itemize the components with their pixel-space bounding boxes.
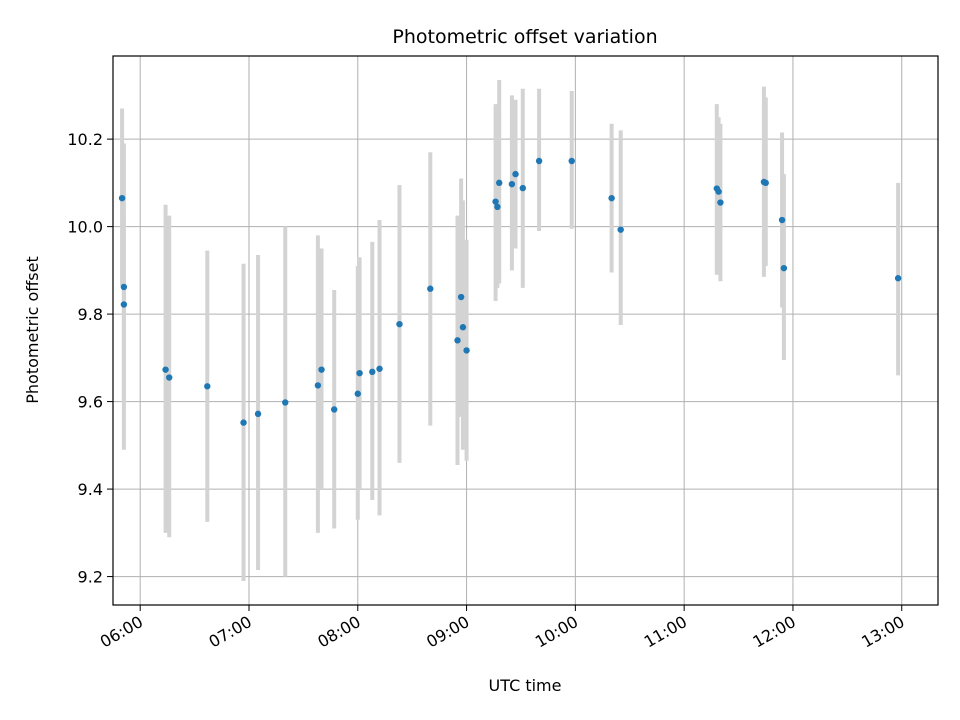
data-point bbox=[494, 203, 501, 211]
plot-frame bbox=[112, 55, 939, 606]
data-point bbox=[617, 226, 624, 233]
data-point bbox=[496, 179, 503, 187]
data-point bbox=[254, 410, 262, 418]
data-point bbox=[454, 337, 461, 344]
y-tick-label: 10.0 bbox=[67, 218, 103, 237]
data-point bbox=[459, 324, 467, 331]
data-point bbox=[396, 320, 403, 328]
y-tick-label: 9.2 bbox=[78, 568, 103, 587]
data-point bbox=[519, 184, 526, 192]
data-point bbox=[376, 365, 383, 372]
data-point bbox=[715, 188, 722, 195]
data-point bbox=[492, 198, 499, 205]
data-point bbox=[331, 406, 338, 413]
chart-title: Photometric offset variation bbox=[392, 26, 657, 48]
data-point bbox=[780, 264, 788, 272]
data-point bbox=[457, 293, 465, 301]
data-point bbox=[282, 399, 289, 406]
data-point bbox=[240, 419, 247, 426]
y-tick-label: 10.2 bbox=[67, 130, 103, 149]
data-point bbox=[314, 382, 322, 389]
data-point bbox=[427, 285, 434, 292]
data-point bbox=[118, 194, 126, 202]
data-point bbox=[318, 366, 325, 373]
plot-area bbox=[113, 56, 938, 605]
data-point bbox=[162, 366, 169, 373]
data-point bbox=[204, 383, 211, 390]
data-point bbox=[568, 157, 575, 165]
data-point bbox=[166, 374, 173, 381]
data-point bbox=[778, 216, 786, 224]
y-tick-label: 9.8 bbox=[78, 305, 103, 324]
data-point bbox=[354, 390, 361, 397]
x-axis-label: UTC time bbox=[489, 676, 562, 695]
data-point bbox=[508, 180, 516, 188]
data-point bbox=[894, 275, 902, 282]
data-point bbox=[356, 369, 363, 377]
data-points bbox=[118, 157, 902, 426]
data-point bbox=[762, 179, 769, 187]
y-tick-label: 9.4 bbox=[78, 480, 103, 499]
data-point bbox=[120, 283, 128, 291]
y-axis: 9.2 9.4 9.6 9.8 10.0 10.2 bbox=[67, 130, 113, 587]
data-point bbox=[717, 199, 724, 206]
data-point bbox=[535, 157, 543, 165]
data-point bbox=[369, 368, 376, 376]
y-axis-label: Photometric offset bbox=[23, 256, 42, 404]
data-point bbox=[463, 347, 470, 354]
data-point bbox=[120, 301, 128, 308]
data-point bbox=[512, 170, 519, 178]
data-point bbox=[608, 194, 615, 202]
y-tick-label: 9.6 bbox=[78, 393, 103, 412]
